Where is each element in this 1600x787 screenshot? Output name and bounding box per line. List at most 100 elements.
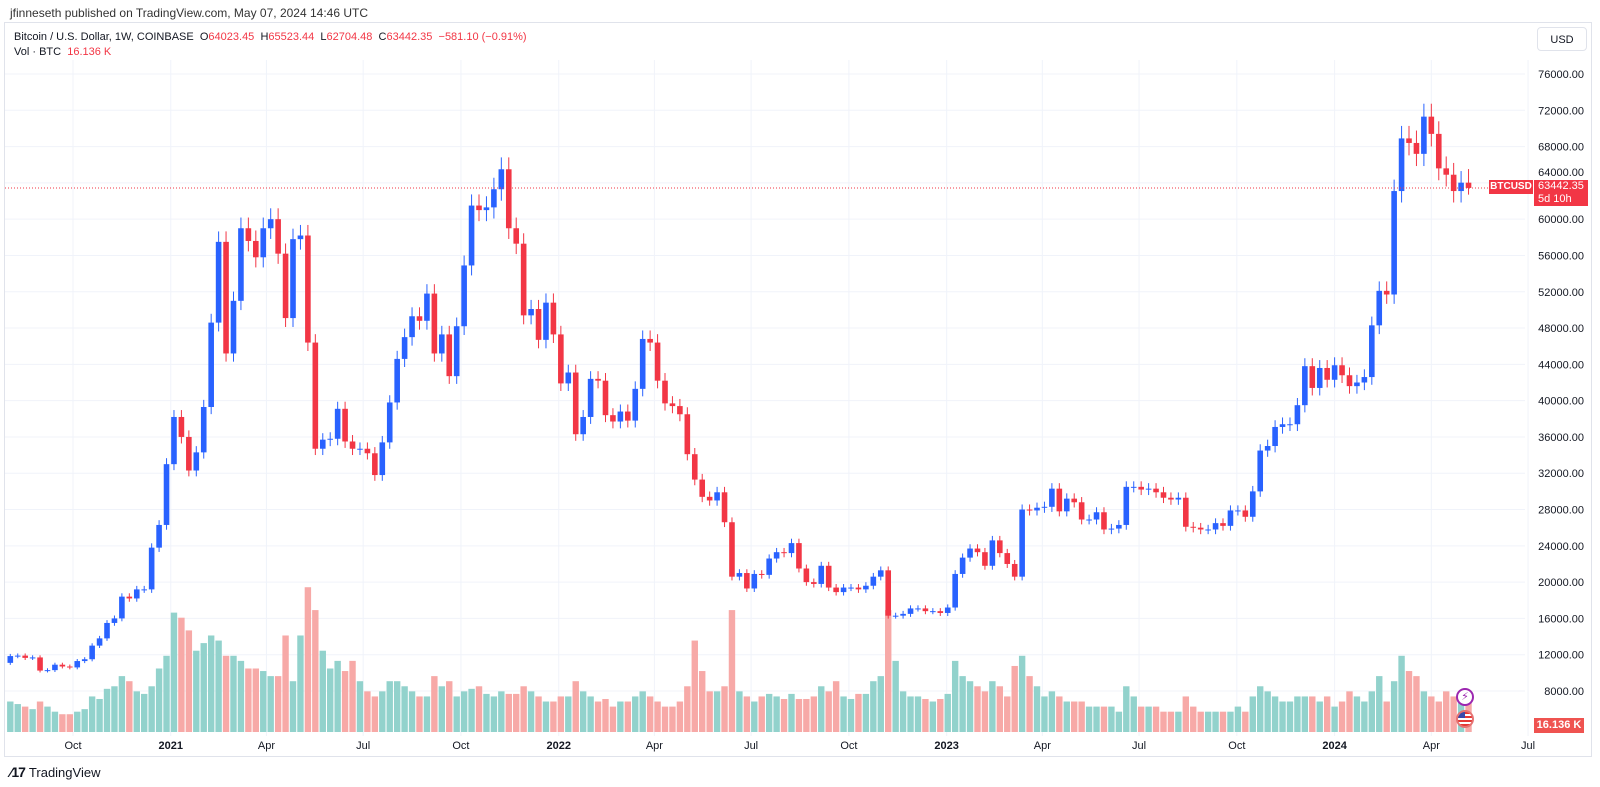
volume-bar (207, 635, 215, 732)
volume-bar (14, 704, 21, 732)
candle-body (260, 228, 267, 258)
volume-bar (282, 635, 289, 732)
volume-bar (401, 686, 408, 732)
volume-bar (468, 688, 475, 732)
volume-bar (393, 681, 401, 732)
candle-body (409, 316, 415, 338)
volume-bar (1301, 696, 1309, 732)
volume-bar (803, 698, 810, 732)
candle-body (1361, 377, 1368, 383)
y-tick-label: 8000.00 (1544, 686, 1584, 698)
candle-body (654, 342, 661, 381)
candle-body (788, 543, 795, 554)
tradingview-logo-icon: ⁄​17 (10, 764, 26, 780)
candle-body (44, 670, 51, 672)
volume-bar (1353, 696, 1361, 732)
candle-body (1346, 375, 1353, 387)
volume-bar (699, 671, 706, 732)
candle-body (558, 334, 564, 384)
candle-body (1272, 426, 1278, 447)
candle-body (364, 448, 371, 454)
candle-body (870, 576, 877, 586)
candle-body (1101, 512, 1107, 530)
volume-bar (825, 691, 832, 732)
us-flag-icon[interactable] (1456, 710, 1474, 728)
candle-body (543, 302, 549, 340)
candle-body (305, 235, 311, 343)
volume-bar (103, 688, 111, 732)
candle-body (89, 645, 95, 660)
candle-body (22, 655, 28, 658)
candle-body (751, 573, 758, 589)
volume-bar (1271, 696, 1279, 732)
candle-body (327, 438, 334, 440)
volume-bar (773, 696, 780, 732)
volume-bar (297, 635, 304, 732)
volume-bar (1160, 711, 1167, 732)
symbol-title[interactable]: Bitcoin / U.S. Dollar, 1W, COINBASE (14, 31, 194, 43)
candle-body (520, 243, 527, 316)
lightning-icon[interactable]: ⚡ (1456, 688, 1474, 706)
volume-bar (1048, 691, 1056, 732)
volume-bar (1004, 696, 1011, 732)
currency-button[interactable]: USD (1537, 27, 1587, 51)
volume-bar (1167, 711, 1175, 732)
volume-bar (1376, 676, 1383, 732)
candle-body (223, 241, 229, 354)
x-tick-label: 2024 (1322, 740, 1347, 752)
volume-series (7, 587, 1472, 732)
y-tick-label: 48000.00 (1538, 323, 1584, 335)
volume-bar (133, 691, 140, 732)
volume-bar (1182, 696, 1190, 732)
price-tag-countdown: 5d 10h (1538, 193, 1572, 205)
candle-body (133, 589, 140, 599)
volume-bar (632, 696, 639, 732)
volume-bar (937, 698, 944, 732)
volume-bar (289, 681, 297, 732)
volume-bar (1398, 655, 1405, 732)
volume-bar (609, 706, 617, 732)
candle-body (59, 664, 66, 667)
candle-body (1026, 509, 1033, 511)
x-tick-label: Oct (64, 740, 81, 752)
candle-body (744, 573, 750, 589)
volume-bar (1279, 701, 1286, 732)
volume-label[interactable]: Vol · BTC (14, 46, 62, 58)
candle-body (1078, 502, 1085, 520)
candle-body (386, 402, 393, 443)
candle-body (1324, 367, 1330, 380)
candle-body (401, 337, 408, 359)
volume-bar (1137, 706, 1145, 732)
x-tick-label: Apr (646, 740, 663, 752)
candle-body (483, 207, 490, 211)
volume-bar (885, 610, 892, 732)
volume-bar (557, 696, 565, 732)
candle-body (29, 657, 36, 659)
candle-body (349, 441, 356, 449)
volume-bar (706, 691, 713, 732)
x-tick-label: Oct (840, 740, 857, 752)
candle-body (840, 587, 847, 593)
candle-body (863, 585, 869, 590)
tradingview-footer[interactable]: ⁄​17 TradingView (10, 764, 100, 780)
volume-bar (1175, 711, 1182, 732)
y-tick-label: 24000.00 (1538, 541, 1584, 553)
volume-bar (304, 587, 312, 732)
candle-body (1071, 498, 1078, 503)
volume-bar (1249, 696, 1256, 732)
candle-body (1421, 116, 1427, 154)
volume-bar (1450, 696, 1457, 732)
y-tick-label: 32000.00 (1538, 468, 1584, 480)
volume-bar (319, 650, 326, 732)
x-tick-label: Oct (452, 740, 469, 752)
candle-body (1443, 168, 1450, 175)
y-tick-label: 64000.00 (1538, 167, 1584, 179)
candle-body (1398, 138, 1405, 192)
high-value: 65523.44 (268, 31, 315, 43)
candle-body (126, 596, 133, 599)
volume-bar (74, 711, 81, 732)
volume-bar (1368, 691, 1376, 732)
candle-body (238, 228, 244, 301)
candle-body (119, 596, 125, 619)
